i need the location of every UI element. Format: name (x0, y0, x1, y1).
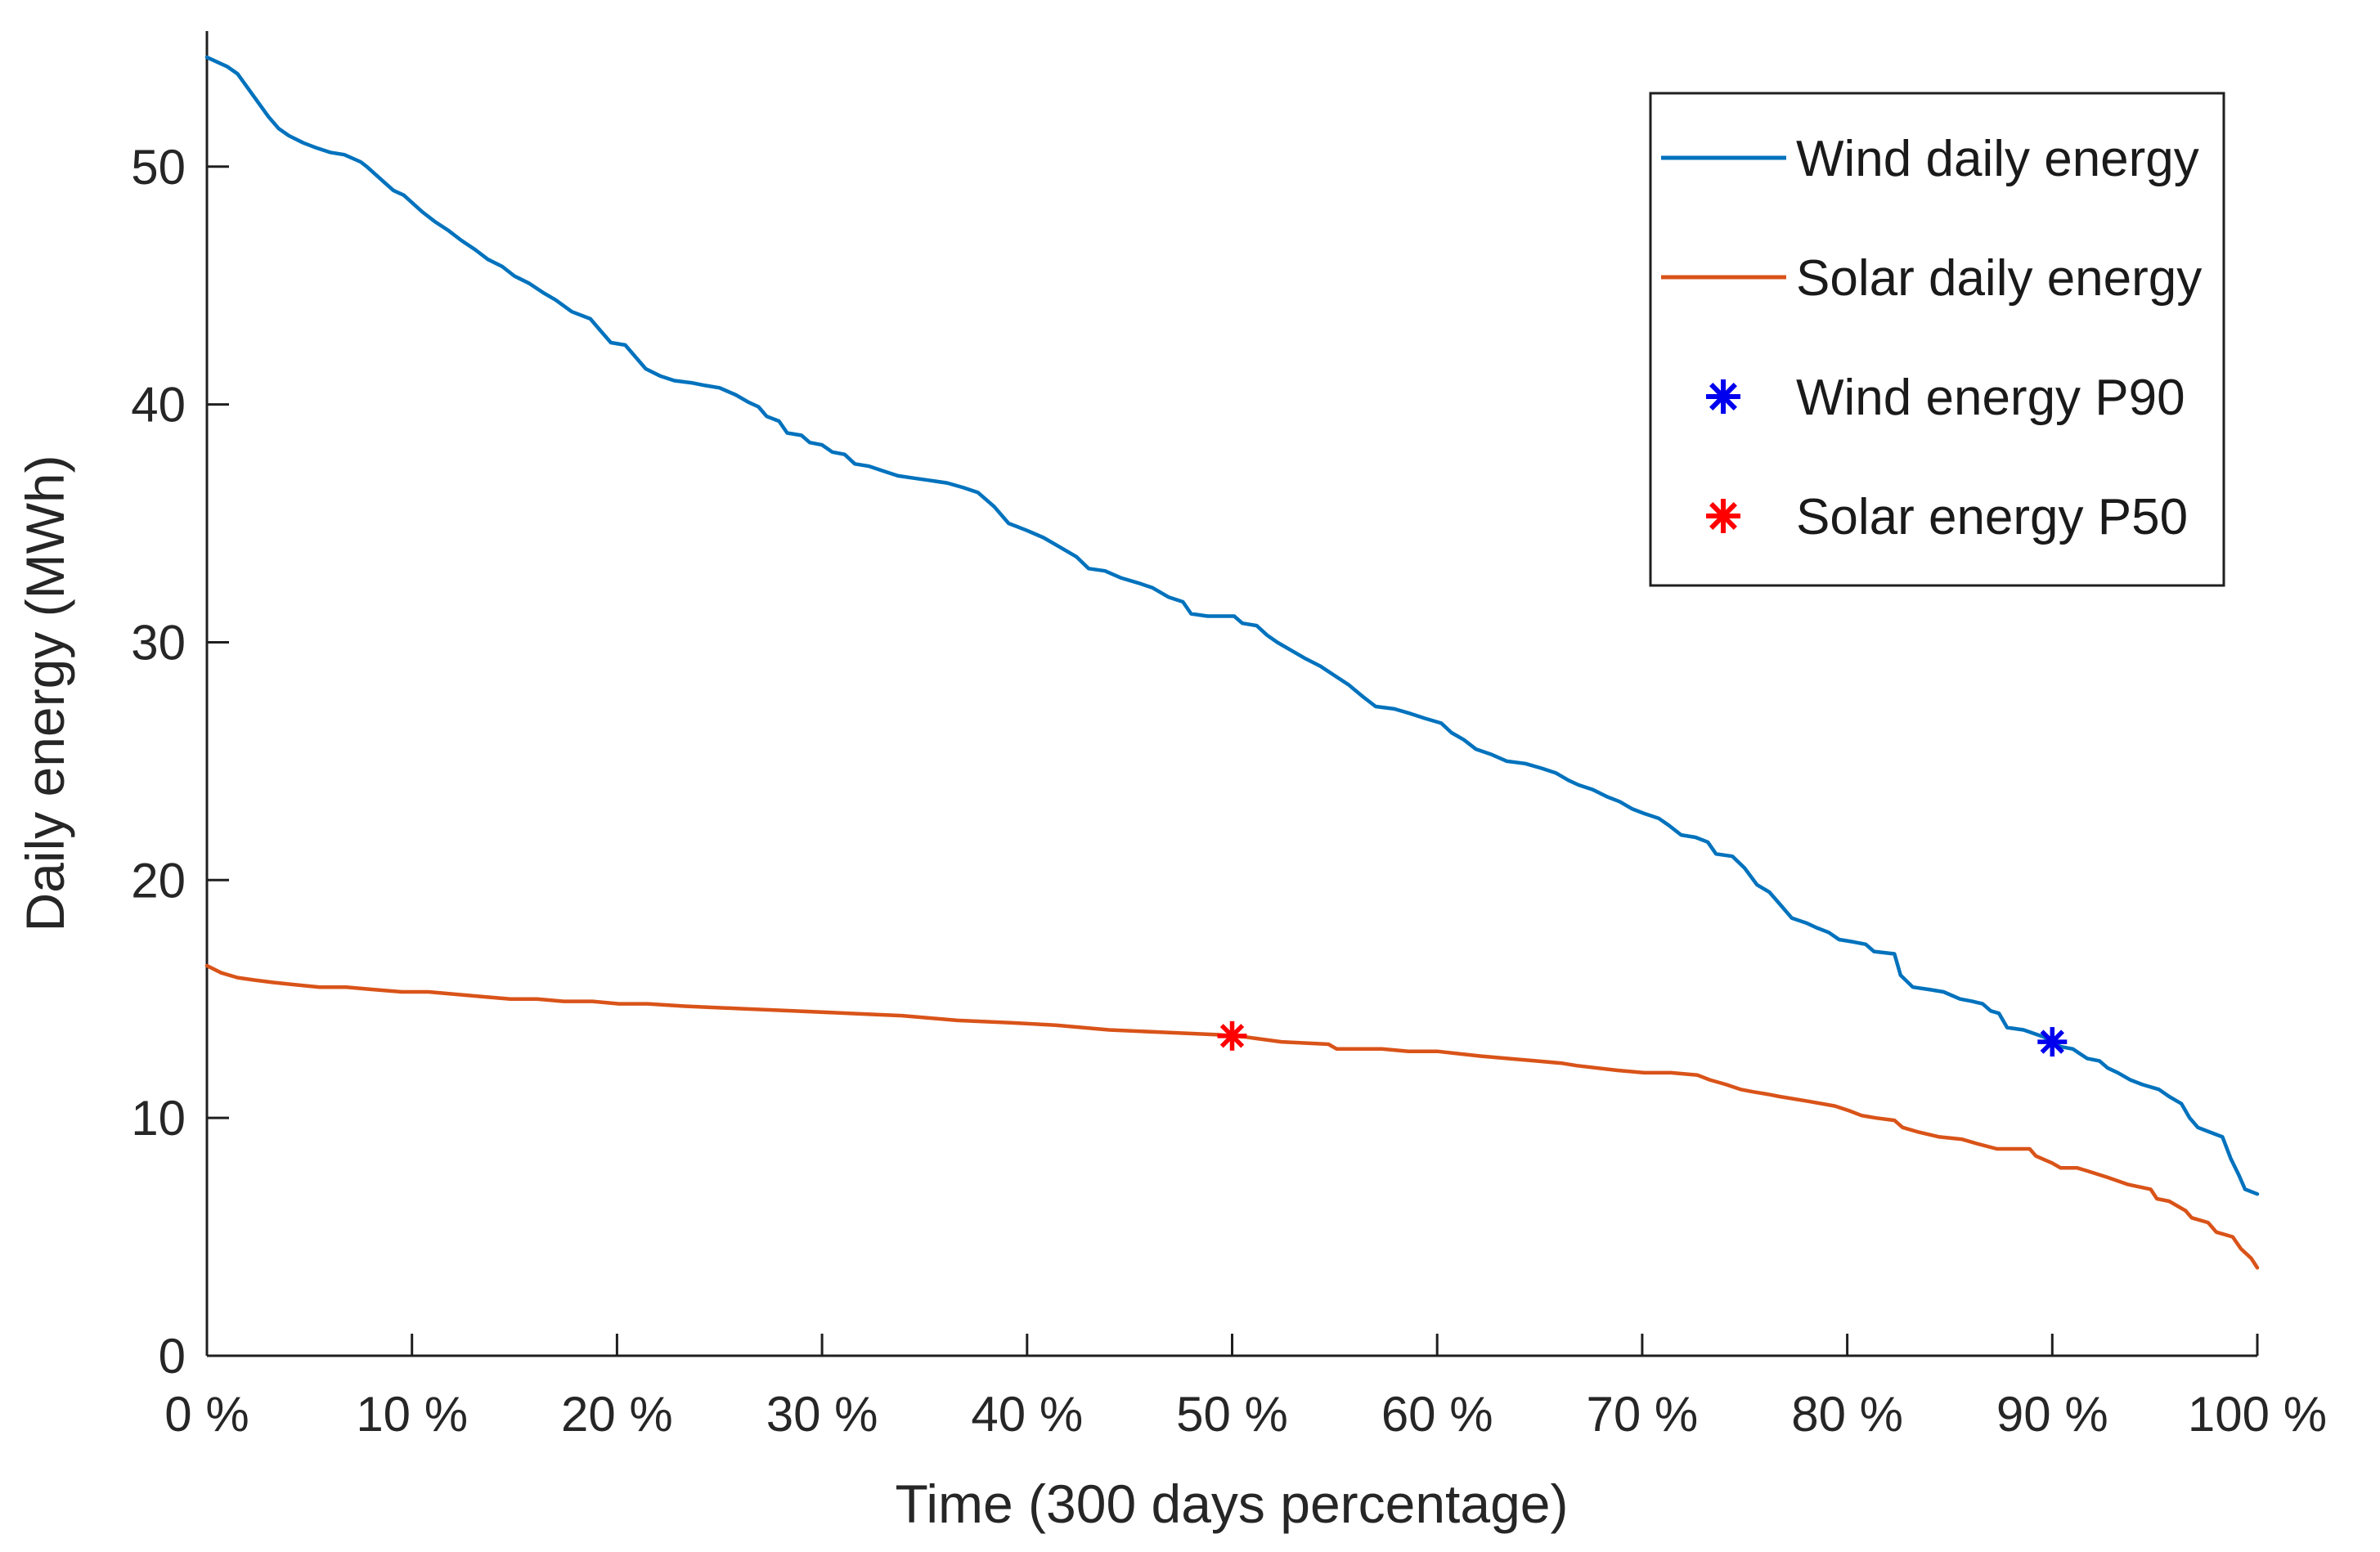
x-tick-label: 10 % (356, 1387, 468, 1442)
y-tick-label: 30 (131, 615, 186, 670)
axes: 0 % 10 % 20 % 30 % 40 % 50 % 60 % 70 % 80 % 90 % 1… (131, 31, 2327, 1442)
x-tick-label: 80 % (1791, 1387, 1903, 1442)
legend-entry: Wind energy P90 (1706, 370, 2185, 426)
y-tick-label: 20 (131, 853, 186, 908)
x-tick-label: 60 % (1381, 1387, 1493, 1442)
legend-entry: Wind daily energy (1661, 131, 2199, 187)
x-tick-label: 30 % (766, 1387, 878, 1442)
wind-daily-energy-curve (204, 55, 2260, 1196)
x-tick-label: 0 % (164, 1387, 249, 1442)
x-tick-label: 100 % (2188, 1387, 2327, 1442)
x-axis-label: Time (300 days percentage) (896, 1474, 1569, 1534)
x-tick-label: 90 % (1996, 1387, 2108, 1442)
x-tick-label: 50 % (1176, 1387, 1288, 1442)
y-tick-label: 50 (131, 140, 186, 195)
x-tick-label: 40 % (971, 1387, 1083, 1442)
y-axis-label: Daily energy (MWh) (15, 455, 75, 931)
legend-asterisk-swatch (1706, 499, 1740, 533)
y-tick-label: 40 (131, 378, 186, 433)
solar-energy-p50-marker (1217, 1020, 1247, 1051)
x-tick-label: 70 % (1587, 1387, 1699, 1442)
percentile-markers (1217, 1020, 2068, 1057)
y-tick-label: 0 (159, 1329, 186, 1384)
legend-asterisk-swatch (1706, 379, 1740, 414)
y-tick-label: 10 (131, 1091, 186, 1146)
legend: Wind daily energy Solar daily energy Wind … (1649, 92, 2225, 587)
data-series (204, 55, 2260, 1270)
solar-daily-energy-curve (204, 963, 2260, 1270)
legend-entry: Solar energy P50 (1706, 489, 2188, 545)
wind-energy-p90-marker (2037, 1027, 2068, 1057)
legend-entry: Solar daily energy (1661, 250, 2202, 307)
legend-entry-label: Solar energy P50 (1796, 489, 2188, 545)
legend-box (1649, 92, 2225, 587)
legend-entry-label: Wind energy P90 (1796, 370, 2185, 426)
x-tick-label: 20 % (561, 1387, 673, 1442)
legend-entry-label: Wind daily energy (1796, 131, 2199, 187)
legend-entry-label: Solar daily energy (1796, 250, 2202, 307)
